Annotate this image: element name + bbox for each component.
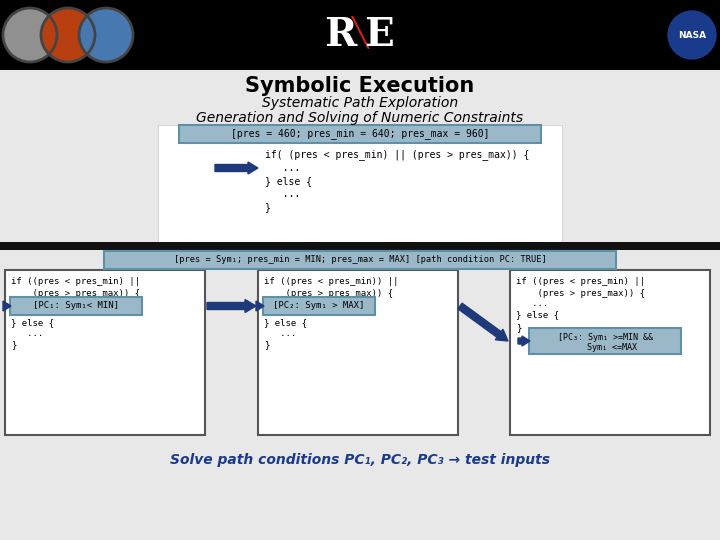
Text: ...: ...	[265, 163, 300, 173]
Text: ╲: ╲	[351, 17, 369, 49]
Text: } else {: } else {	[516, 310, 559, 320]
FancyBboxPatch shape	[510, 270, 710, 435]
FancyBboxPatch shape	[5, 270, 205, 435]
FancyBboxPatch shape	[10, 297, 142, 315]
Text: E: E	[364, 16, 394, 54]
Text: }: }	[264, 340, 269, 349]
Text: Solve path conditions PC₁, PC₂, PC₃ → test inputs: Solve path conditions PC₁, PC₂, PC₃ → te…	[170, 453, 550, 467]
Text: if ((pres < pres_min)) ||: if ((pres < pres_min)) ||	[264, 278, 398, 287]
Text: ...: ...	[264, 329, 296, 338]
Text: NASA: NASA	[678, 30, 706, 39]
FancyBboxPatch shape	[0, 242, 720, 250]
Circle shape	[79, 8, 133, 62]
Polygon shape	[3, 301, 11, 311]
Text: [PC₃: Sym₁ >=MIN &&: [PC₃: Sym₁ >=MIN &&	[557, 333, 652, 341]
Polygon shape	[518, 336, 530, 346]
Circle shape	[668, 11, 716, 59]
Text: }: }	[11, 340, 17, 349]
Text: if ((pres < pres_min) ||: if ((pres < pres_min) ||	[11, 278, 140, 287]
Text: if ((pres < pres_min) ||: if ((pres < pres_min) ||	[516, 278, 645, 287]
Text: } else {: } else {	[265, 176, 312, 186]
Text: [pres = Sym₁; pres_min = MIN; pres_max = MAX] [path condition PC: TRUE]: [pres = Sym₁; pres_min = MIN; pres_max =…	[174, 255, 546, 265]
Text: ...: ...	[11, 329, 43, 338]
Text: (pres > pres_max)) {: (pres > pres_max)) {	[516, 288, 645, 298]
Text: }: }	[265, 202, 271, 212]
Text: Systematic Path Exploration: Systematic Path Exploration	[262, 96, 458, 110]
Text: (pres > pres_max)) {: (pres > pres_max)) {	[11, 288, 140, 298]
Text: ...: ...	[516, 300, 548, 308]
FancyBboxPatch shape	[529, 328, 681, 354]
Circle shape	[3, 8, 57, 62]
Text: Sym₁ <=MAX: Sym₁ <=MAX	[572, 342, 637, 352]
Text: } else {: } else {	[264, 318, 307, 327]
FancyBboxPatch shape	[263, 297, 375, 315]
Text: Generation and Solving of Numeric Constraints: Generation and Solving of Numeric Constr…	[197, 111, 523, 125]
Text: } else {: } else {	[11, 318, 54, 327]
Text: (pres > pres_max)) {: (pres > pres_max)) {	[264, 288, 393, 298]
Text: [pres = 460; pres_min = 640; pres_max = 960]: [pres = 460; pres_min = 640; pres_max = …	[230, 129, 490, 139]
FancyBboxPatch shape	[179, 125, 541, 143]
Polygon shape	[207, 300, 256, 313]
Text: ...: ...	[265, 189, 300, 199]
Circle shape	[672, 15, 712, 55]
Text: Symbolic Execution: Symbolic Execution	[246, 76, 474, 96]
Polygon shape	[458, 303, 508, 341]
Text: [PC₂: Sym₁ > MAX]: [PC₂: Sym₁ > MAX]	[274, 301, 365, 310]
Text: if( (pres < pres_min) || (pres > pres_max)) {: if( (pres < pres_min) || (pres > pres_ma…	[265, 150, 529, 160]
Polygon shape	[215, 162, 258, 174]
FancyBboxPatch shape	[158, 125, 562, 245]
Text: R: R	[323, 16, 356, 54]
Polygon shape	[256, 301, 264, 311]
FancyBboxPatch shape	[0, 0, 720, 70]
Text: }: }	[516, 323, 521, 333]
FancyBboxPatch shape	[258, 270, 458, 435]
Text: [PC₁: Sym₁< MIN]: [PC₁: Sym₁< MIN]	[33, 301, 119, 310]
Circle shape	[41, 8, 95, 62]
FancyBboxPatch shape	[104, 251, 616, 269]
